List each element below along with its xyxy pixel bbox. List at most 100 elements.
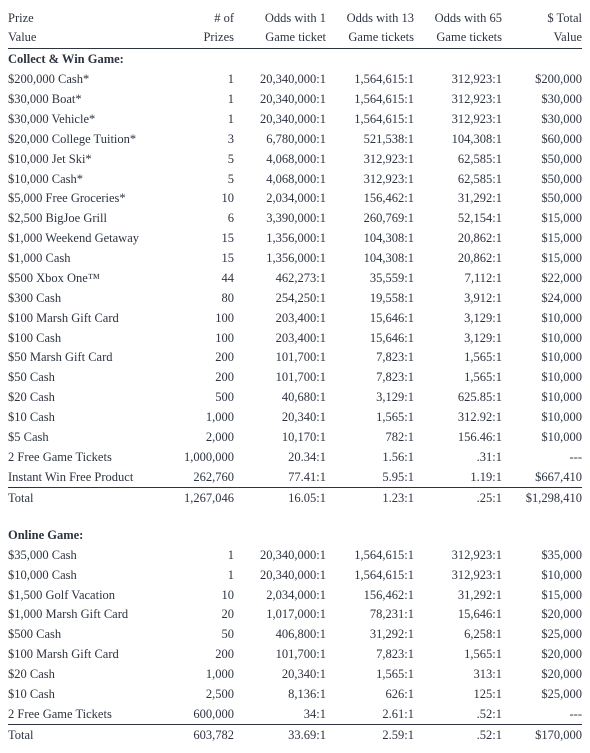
hdr-num-l1: # of bbox=[158, 8, 234, 28]
cell-odds13: 2.61:1 bbox=[326, 704, 414, 724]
cell-odds13: 15,646:1 bbox=[326, 328, 414, 348]
cell-prize: $200,000 Cash* bbox=[8, 70, 158, 90]
cell-total: $25,000 bbox=[502, 625, 582, 645]
cell-prize: $5 Cash bbox=[8, 427, 158, 447]
hdr-total-l2: Value bbox=[502, 28, 582, 49]
cell-odds65: .25:1 bbox=[414, 488, 502, 508]
table-row: $100 Marsh Gift Card200101,700:17,823:11… bbox=[8, 645, 582, 665]
cell-total: $667,410 bbox=[502, 467, 582, 487]
cell-odds13: 1.56:1 bbox=[326, 447, 414, 467]
cell-num: 1 bbox=[158, 90, 234, 110]
table-row: $20,000 College Tuition*36,780,000:1521,… bbox=[8, 129, 582, 149]
cell-odds13: 15,646:1 bbox=[326, 308, 414, 328]
spacer-row bbox=[8, 508, 582, 525]
cell-prize: $10,000 Cash bbox=[8, 565, 158, 585]
cell-odds13: 626:1 bbox=[326, 684, 414, 704]
cell-odds1: 20,340,000:1 bbox=[234, 70, 326, 90]
cell-num: 1,000,000 bbox=[158, 447, 234, 467]
cell-prize: $2,500 BigJoe Grill bbox=[8, 209, 158, 229]
cell-total: $1,298,410 bbox=[502, 488, 582, 508]
cell-num: 10 bbox=[158, 189, 234, 209]
cell-num: 600,000 bbox=[158, 704, 234, 724]
cell-odds13: 1,564,615:1 bbox=[326, 109, 414, 129]
cell-num: 2,500 bbox=[158, 684, 234, 704]
cell-odds13: 156,462:1 bbox=[326, 585, 414, 605]
cell-odds1: 101,700:1 bbox=[234, 368, 326, 388]
cell-odds65: .31:1 bbox=[414, 447, 502, 467]
cell-odds13: 78,231:1 bbox=[326, 605, 414, 625]
cell-odds65: 6,258:1 bbox=[414, 625, 502, 645]
cell-odds65: 312.92:1 bbox=[414, 408, 502, 428]
table-row: 2 Free Game Tickets1,000,00020.34:11.56:… bbox=[8, 447, 582, 467]
cell-odds65: 104,308:1 bbox=[414, 129, 502, 149]
cell-num: 6 bbox=[158, 209, 234, 229]
cell-odds65: 1,565:1 bbox=[414, 368, 502, 388]
total-row: Total1,267,04616.05:11.23:1.25:1$1,298,4… bbox=[8, 488, 582, 508]
cell-odds1: 20,340,000:1 bbox=[234, 90, 326, 110]
hdr-odds65-l2: Game tickets bbox=[414, 28, 502, 49]
cell-total: $20,000 bbox=[502, 645, 582, 665]
cell-total: $50,000 bbox=[502, 189, 582, 209]
cell-num: 100 bbox=[158, 328, 234, 348]
cell-prize: $10,000 Cash* bbox=[8, 169, 158, 189]
table-row: $200,000 Cash*120,340,000:11,564,615:131… bbox=[8, 70, 582, 90]
cell-odds13: 104,308:1 bbox=[326, 249, 414, 269]
cell-prize: $10,000 Jet Ski* bbox=[8, 149, 158, 169]
table-row: $30,000 Vehicle*120,340,000:11,564,615:1… bbox=[8, 109, 582, 129]
cell-total: $22,000 bbox=[502, 268, 582, 288]
cell-odds13: 782:1 bbox=[326, 427, 414, 447]
hdr-odds13-l2: Game tickets bbox=[326, 28, 414, 49]
cell-odds65: 125:1 bbox=[414, 684, 502, 704]
cell-num: 603,782 bbox=[158, 725, 234, 745]
cell-odds13: 260,769:1 bbox=[326, 209, 414, 229]
cell-odds65: 20,862:1 bbox=[414, 249, 502, 269]
hdr-prize-l2: Value bbox=[8, 28, 158, 49]
cell-total: $60,000 bbox=[502, 129, 582, 149]
cell-odds65: 3,129:1 bbox=[414, 308, 502, 328]
cell-num: 500 bbox=[158, 388, 234, 408]
cell-prize: $10 Cash bbox=[8, 408, 158, 428]
cell-prize: $1,000 Weekend Getaway bbox=[8, 229, 158, 249]
cell-odds65: 15,646:1 bbox=[414, 605, 502, 625]
cell-num: 1 bbox=[158, 545, 234, 565]
cell-odds1: 20,340:1 bbox=[234, 665, 326, 685]
cell-odds65: 62,585:1 bbox=[414, 149, 502, 169]
cell-odds1: 33.69:1 bbox=[234, 725, 326, 745]
cell-num: 1 bbox=[158, 565, 234, 585]
table-row: $1,000 Weekend Getaway151,356,000:1104,3… bbox=[8, 229, 582, 249]
cell-num: 100 bbox=[158, 308, 234, 328]
cell-num: 44 bbox=[158, 268, 234, 288]
cell-odds13: 3,129:1 bbox=[326, 388, 414, 408]
cell-odds13: 2.59:1 bbox=[326, 725, 414, 745]
cell-odds1: 1,356,000:1 bbox=[234, 249, 326, 269]
table-row: $1,000 Marsh Gift Card201,017,000:178,23… bbox=[8, 605, 582, 625]
cell-odds1: 20,340,000:1 bbox=[234, 109, 326, 129]
cell-total: $10,000 bbox=[502, 427, 582, 447]
cell-num: 1 bbox=[158, 109, 234, 129]
table-row: $10 Cash2,5008,136:1626:1125:1$25,000 bbox=[8, 684, 582, 704]
cell-odds65: 62,585:1 bbox=[414, 169, 502, 189]
cell-odds1: 40,680:1 bbox=[234, 388, 326, 408]
cell-odds65: 7,112:1 bbox=[414, 268, 502, 288]
cell-prize: $30,000 Vehicle* bbox=[8, 109, 158, 129]
cell-odds13: 521,538:1 bbox=[326, 129, 414, 149]
hdr-odds65-l1: Odds with 65 bbox=[414, 8, 502, 28]
odds-table: Prize # of Odds with 1 Odds with 13 Odds… bbox=[8, 8, 582, 745]
cell-odds1: 4,068,000:1 bbox=[234, 169, 326, 189]
table-row: $10,000 Cash120,340,000:11,564,615:1312,… bbox=[8, 565, 582, 585]
table-row: $20 Cash1,00020,340:11,565:1313:1$20,000 bbox=[8, 665, 582, 685]
cell-odds13: 156,462:1 bbox=[326, 189, 414, 209]
cell-odds65: 1,565:1 bbox=[414, 348, 502, 368]
cell-prize: $100 Cash bbox=[8, 328, 158, 348]
cell-odds1: 406,800:1 bbox=[234, 625, 326, 645]
cell-odds13: 7,823:1 bbox=[326, 368, 414, 388]
cell-odds13: 1,565:1 bbox=[326, 665, 414, 685]
cell-odds65: 312,923:1 bbox=[414, 70, 502, 90]
cell-total: $20,000 bbox=[502, 665, 582, 685]
cell-odds65: 313:1 bbox=[414, 665, 502, 685]
cell-num: 20 bbox=[158, 605, 234, 625]
cell-odds65: 31,292:1 bbox=[414, 585, 502, 605]
cell-odds1: 101,700:1 bbox=[234, 348, 326, 368]
table-row: $5,000 Free Groceries*102,034,000:1156,4… bbox=[8, 189, 582, 209]
cell-odds65: 20,862:1 bbox=[414, 229, 502, 249]
